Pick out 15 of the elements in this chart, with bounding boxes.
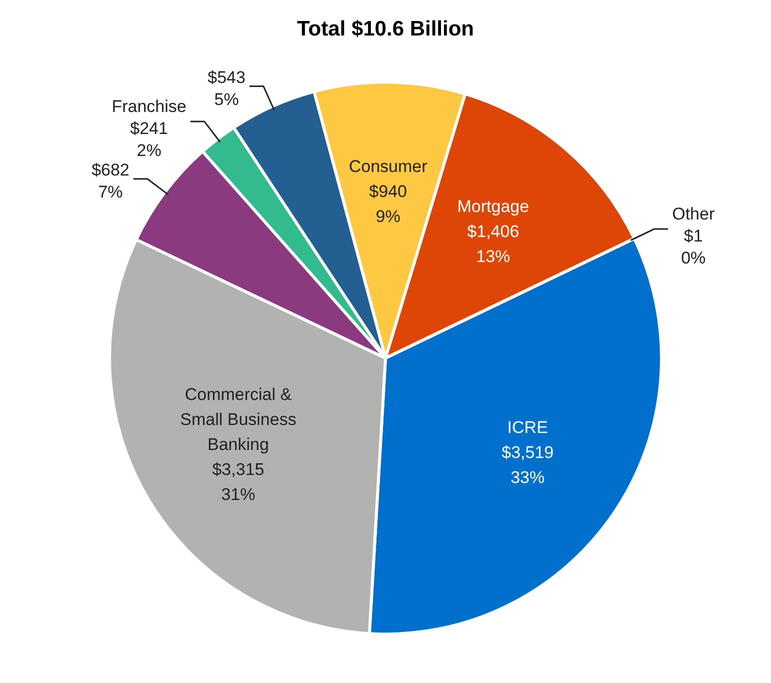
data-label: $3,315 31%	[212, 460, 264, 504]
data-label: $3,519 33%	[502, 443, 554, 488]
slice-label: ICRE	[507, 418, 548, 438]
slice-label: Consumer	[348, 157, 428, 176]
data-label: $1,406 13%	[467, 222, 520, 266]
chart-title: Total $10.6 Billion	[297, 17, 474, 40]
data-label: $241 2%	[130, 119, 168, 160]
slice-label: Mortgage	[457, 196, 530, 216]
slice-label: Commercial & Small Business Banking	[180, 384, 296, 454]
data-label: $1 0%	[681, 226, 706, 268]
slice-label: Franchise	[112, 97, 186, 116]
data-label: $940 9%	[369, 182, 407, 226]
data-label: $682 7%	[92, 160, 130, 202]
slice-label: Other	[672, 204, 715, 224]
data-label: $543 5%	[208, 68, 246, 109]
